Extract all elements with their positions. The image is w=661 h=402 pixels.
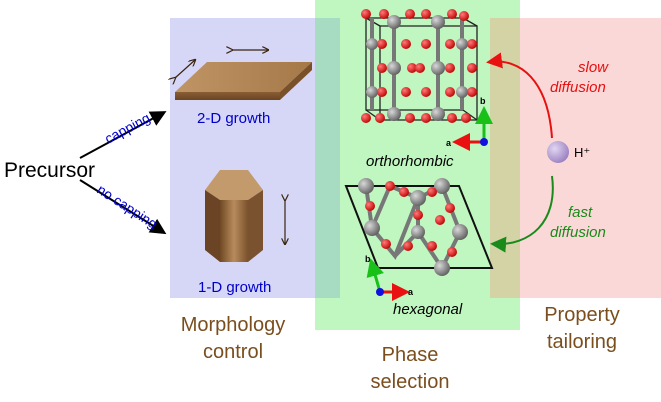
hex-axis-b (366, 258, 384, 293)
panel-overlap-right (490, 18, 520, 298)
orthorhombic-label: orthorhombic (366, 153, 454, 170)
fast-label-line2: diffusion (550, 224, 606, 241)
slow-label-line1: slow (578, 59, 609, 76)
ortho-axis-origin (480, 138, 488, 146)
hex-axis-b-label: b (365, 254, 371, 264)
plate-crystal (175, 62, 312, 100)
fast-label-line1: fast (568, 204, 593, 221)
phase-caption-line2: selection (371, 371, 450, 393)
phase-panel (315, 0, 520, 330)
ortho-axis-b-label: b (480, 96, 486, 106)
morphology-caption-line1: Morphology (181, 314, 286, 336)
fast-diffusion-arrow (490, 175, 554, 253)
ortho-axis-a-label: a (446, 138, 452, 148)
morphology-caption-line2: control (203, 341, 263, 363)
hexagonal-oxygen-atoms (365, 181, 457, 257)
hexagonal-label: hexagonal (393, 301, 463, 318)
proton-sphere (547, 141, 569, 163)
hexagonal-metal-atoms (358, 178, 468, 276)
property-caption-line2: tailoring (547, 331, 617, 353)
arrow-to-1d (79, 179, 167, 235)
panel-overlap-left (315, 18, 340, 298)
hex-axis-a-label: a (408, 287, 414, 297)
slow-diffusion-arrow (486, 52, 553, 139)
no-capping-label: no capping (94, 181, 160, 232)
arrow-to-2d (79, 111, 167, 159)
growth-2d-label: 2-D growth (197, 110, 270, 127)
rod-crystal (205, 170, 263, 262)
hexagonal-cell (344, 185, 494, 269)
property-caption-line1: Property (544, 304, 620, 326)
capping-label: capping (102, 109, 153, 146)
plate-depth-arrow (175, 60, 195, 78)
growth-1d-label: 1-D growth (198, 279, 271, 296)
phase-caption-line1: Phase (382, 344, 439, 366)
orthorhombic-metal-atoms (366, 15, 468, 121)
orthorhombic-oxygen-atoms (361, 9, 477, 123)
hex-axis-origin (376, 288, 384, 296)
precursor-label: Precursor (4, 159, 95, 182)
slow-label-line2: diffusion (550, 79, 606, 96)
proton-label: H⁺ (574, 145, 590, 160)
